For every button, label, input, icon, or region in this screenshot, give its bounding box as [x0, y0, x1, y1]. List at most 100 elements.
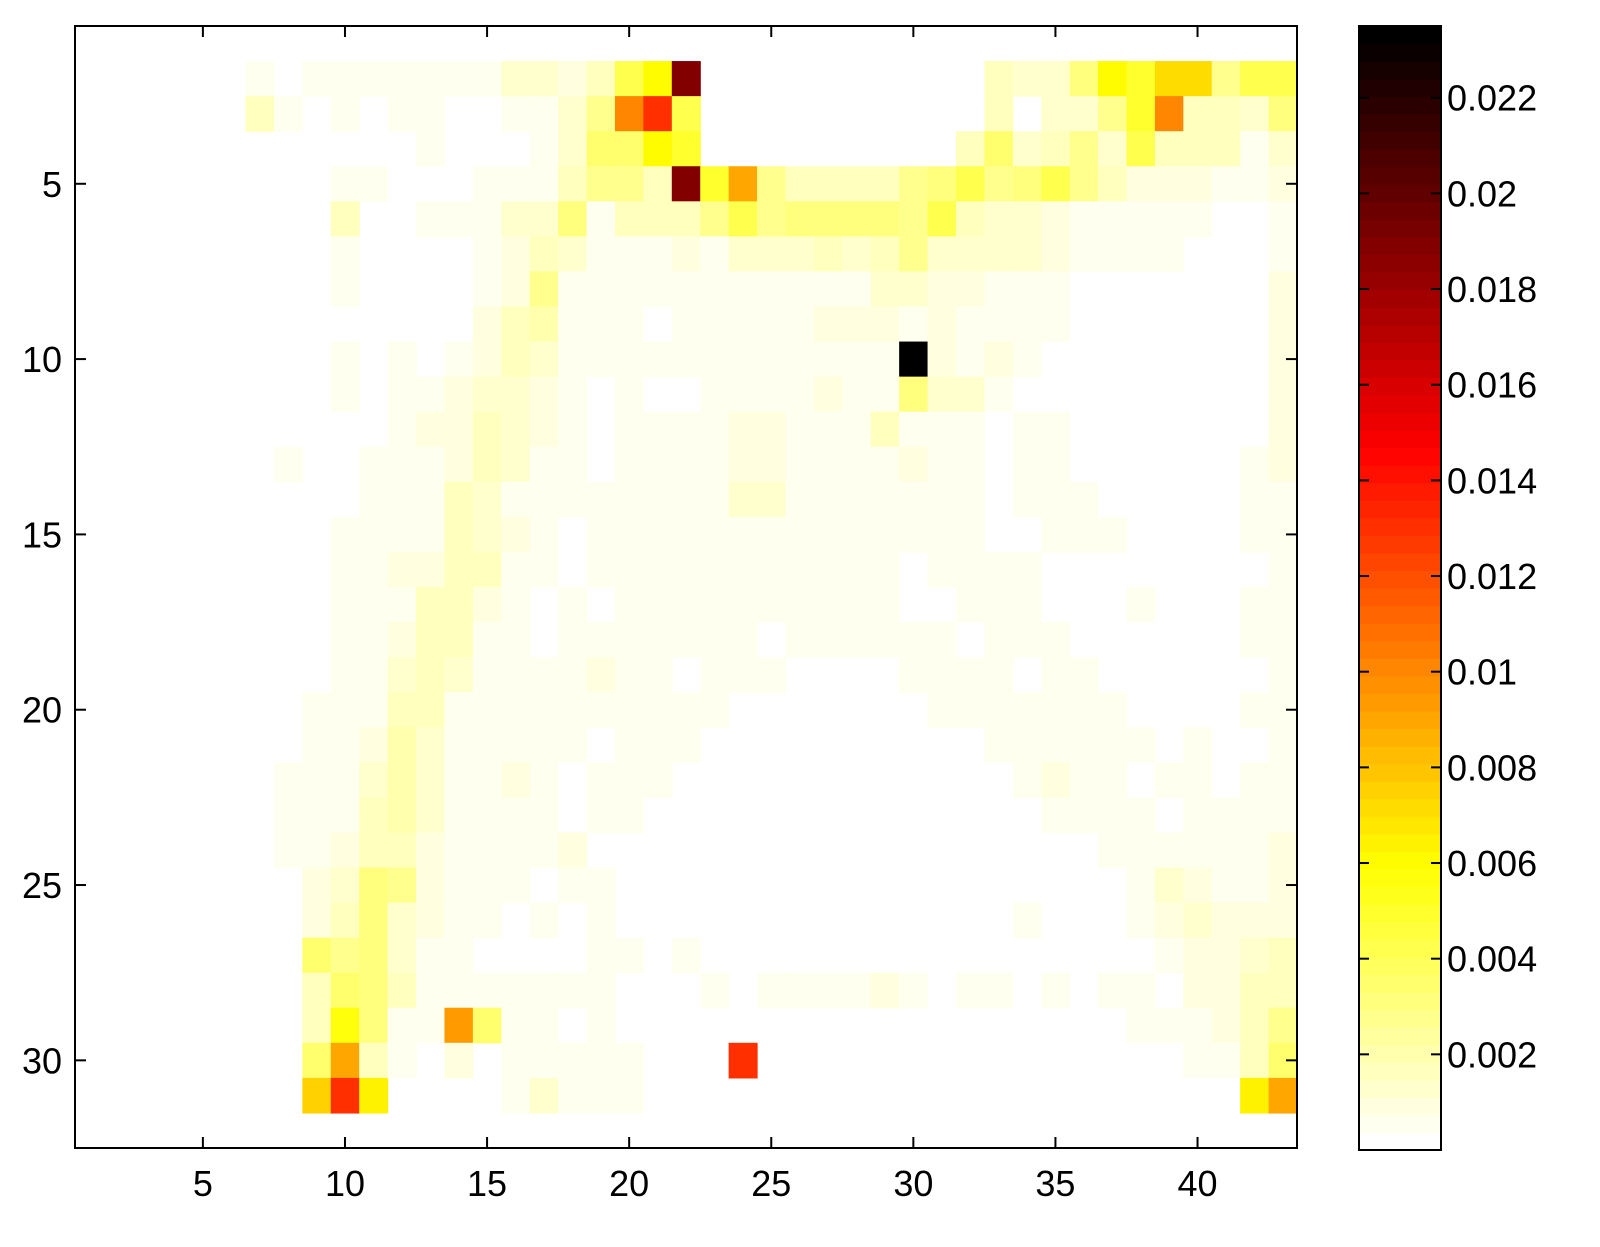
heatmap-cell	[671, 937, 701, 974]
heatmap-cell	[1098, 236, 1128, 273]
heatmap-cell	[330, 972, 360, 1009]
heatmap-cell	[785, 551, 815, 588]
heatmap-cell	[387, 797, 417, 834]
heatmap-cell	[472, 201, 502, 237]
heatmap-cell	[387, 516, 417, 553]
colorbar-segment	[1359, 447, 1441, 466]
heatmap-cell	[302, 1042, 332, 1079]
heatmap-cell	[416, 692, 446, 728]
heatmap-cell	[1154, 201, 1184, 237]
heatmap-cell	[416, 1007, 446, 1044]
heatmap-cell	[472, 762, 502, 798]
heatmap-cell	[1154, 937, 1184, 974]
heatmap-cell	[444, 797, 474, 834]
heatmap-cell	[785, 376, 815, 413]
heatmap-cell	[1069, 236, 1099, 273]
heatmap-cell	[416, 587, 446, 623]
heatmap-cell	[1268, 271, 1298, 308]
heatmap-cell	[700, 376, 730, 413]
colorbar-segment	[1359, 1044, 1441, 1063]
x-tick-label: 35	[1035, 1163, 1075, 1204]
heatmap-cell	[501, 446, 531, 483]
heatmap-cell	[643, 341, 673, 378]
heatmap-cell	[1268, 201, 1298, 237]
heatmap-cell	[984, 376, 1014, 413]
heatmap-cell	[1183, 166, 1213, 202]
heatmap-cell	[700, 551, 730, 588]
heatmap-cell	[870, 411, 900, 448]
colorbar-segment	[1359, 798, 1441, 817]
heatmap-cell	[501, 96, 531, 132]
colorbar-segment	[1359, 166, 1441, 185]
heatmap-cell	[586, 1077, 616, 1114]
heatmap-cell	[1041, 306, 1071, 343]
heatmap-cell	[416, 96, 446, 132]
heatmap-cell	[501, 201, 531, 237]
heatmap-cell	[444, 1042, 474, 1079]
heatmap-cell	[899, 376, 929, 413]
heatmap-cell	[529, 972, 559, 1009]
heatmap-cell	[387, 1007, 417, 1044]
heatmap-cell	[387, 587, 417, 623]
heatmap-cell	[1041, 61, 1071, 97]
heatmap-cell	[728, 306, 758, 343]
heatmap-cell	[558, 271, 588, 308]
heatmap-cell	[1183, 902, 1213, 939]
heatmap-cell	[330, 657, 360, 693]
heatmap-cell	[785, 622, 815, 658]
heatmap-cell	[671, 587, 701, 623]
heatmap-cell	[444, 61, 474, 97]
heatmap-cell	[529, 446, 559, 483]
colorbar-segment	[1359, 465, 1441, 484]
heatmap-cell	[1240, 867, 1270, 904]
heatmap-cell	[1268, 937, 1298, 974]
colorbar-segment	[1359, 96, 1441, 115]
heatmap-cell	[1183, 762, 1213, 798]
heatmap-cell	[558, 306, 588, 343]
heatmap-cell	[813, 271, 843, 308]
heatmap-cell	[501, 236, 531, 273]
colorbar-segment	[1359, 271, 1441, 291]
heatmap-cell	[671, 166, 701, 202]
colorbar-tick-label: 0.018	[1447, 269, 1537, 310]
heatmap-cell	[387, 446, 417, 483]
heatmap-cell	[330, 61, 360, 97]
heatmap-cell	[1211, 937, 1241, 974]
heatmap-cell	[1069, 481, 1099, 518]
heatmap-cell	[1154, 61, 1184, 97]
heatmap-cell	[1069, 657, 1099, 693]
heatmap-cell	[1268, 306, 1298, 343]
heatmap-cell	[643, 96, 673, 132]
heatmap-cell	[1211, 797, 1241, 834]
heatmap-cell	[529, 201, 559, 237]
colorbar-segment	[1359, 377, 1441, 396]
heatmap-cell	[1041, 797, 1071, 834]
heatmap-cell	[1240, 516, 1270, 553]
heatmap-cell	[1240, 692, 1270, 728]
heatmap-cell	[785, 516, 815, 553]
heatmap-cell	[472, 411, 502, 448]
heatmap-cell	[955, 516, 985, 553]
heatmap-cell	[757, 376, 787, 413]
heatmap-cell	[1268, 61, 1298, 97]
heatmap-cell	[472, 166, 502, 202]
heatmap-cell	[1240, 446, 1270, 483]
heatmap-cell	[813, 446, 843, 483]
heatmap-cell	[558, 481, 588, 518]
heatmap-cell	[728, 271, 758, 308]
heatmap-cell	[444, 902, 474, 939]
heatmap-cell	[813, 551, 843, 588]
heatmap-cell	[1240, 96, 1270, 132]
heatmap-cell	[614, 271, 644, 308]
heatmap-cell	[273, 446, 303, 483]
heatmap-cell	[416, 61, 446, 97]
heatmap-cell	[1126, 587, 1156, 623]
y-tick-label: 15	[22, 514, 62, 555]
heatmap-cell	[785, 306, 815, 343]
heatmap-cell	[359, 166, 389, 202]
heatmap-cell	[643, 727, 673, 763]
heatmap-cell	[472, 657, 502, 693]
heatmap-cell	[1012, 341, 1042, 378]
heatmap-cell	[1183, 201, 1213, 237]
heatmap-cell	[416, 411, 446, 448]
